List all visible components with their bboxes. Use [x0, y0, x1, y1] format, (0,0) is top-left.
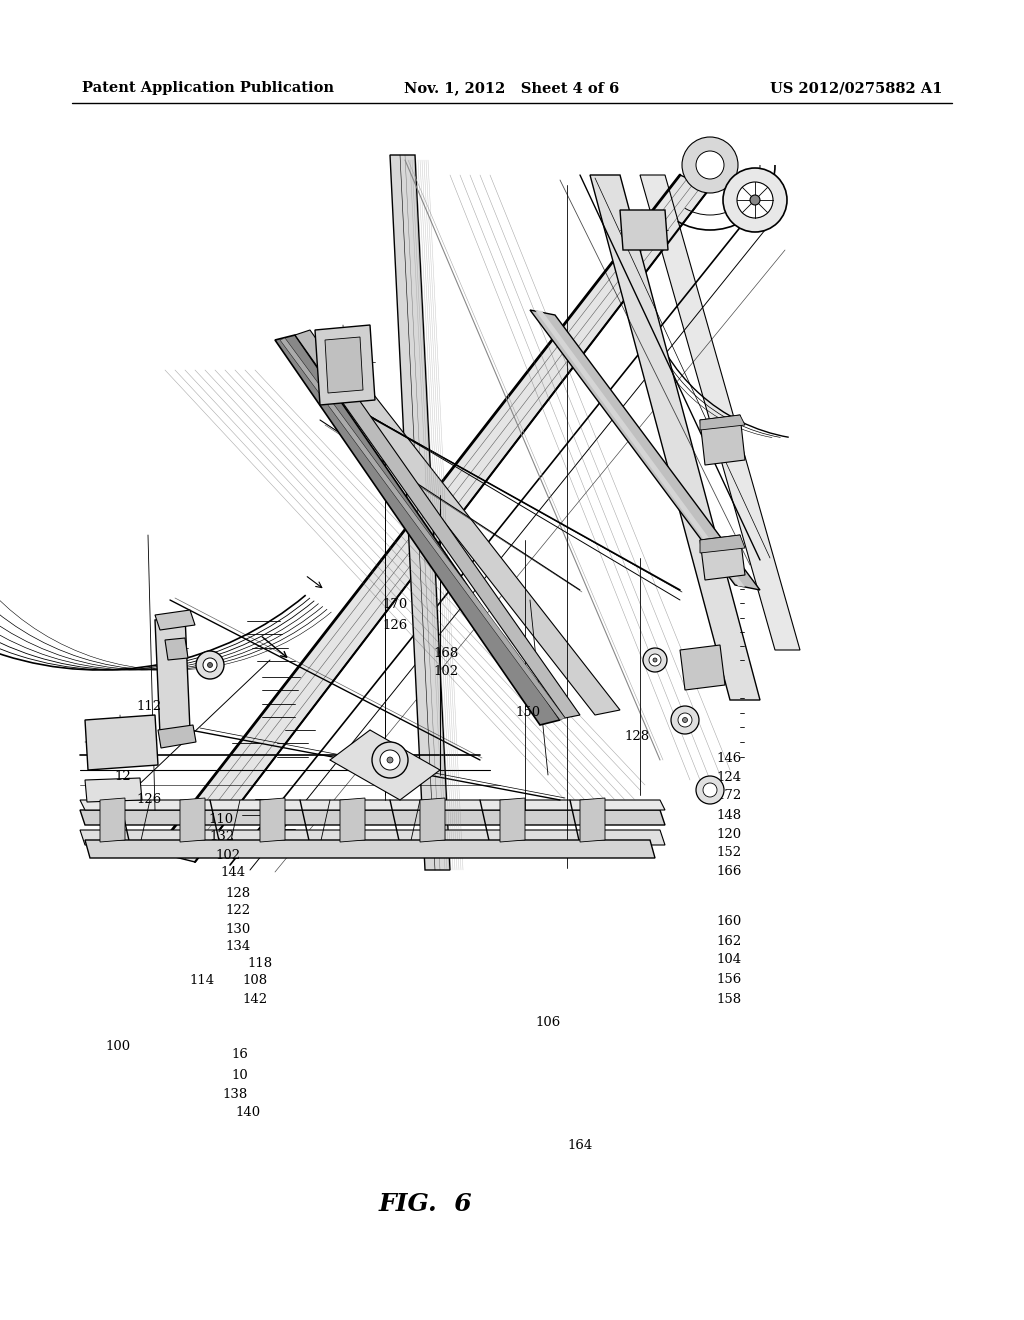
Text: 144: 144: [220, 866, 246, 879]
Text: 148: 148: [717, 809, 742, 822]
Polygon shape: [530, 310, 760, 590]
Circle shape: [196, 651, 224, 678]
Text: 168: 168: [433, 647, 459, 660]
Text: 146: 146: [717, 752, 742, 766]
Text: 16: 16: [231, 1048, 248, 1061]
Polygon shape: [640, 176, 800, 649]
Text: 126: 126: [382, 619, 408, 632]
Circle shape: [703, 783, 717, 797]
Polygon shape: [85, 840, 655, 858]
Polygon shape: [700, 535, 745, 553]
Text: 170: 170: [382, 598, 408, 611]
Text: 118: 118: [248, 957, 273, 970]
Text: Nov. 1, 2012   Sheet 4 of 6: Nov. 1, 2012 Sheet 4 of 6: [404, 81, 620, 95]
Circle shape: [696, 776, 724, 804]
Text: 150: 150: [515, 706, 541, 719]
Text: 138: 138: [222, 1088, 248, 1101]
Polygon shape: [155, 610, 195, 630]
Text: 104: 104: [717, 953, 742, 966]
Polygon shape: [80, 800, 665, 810]
Circle shape: [203, 657, 217, 672]
Text: 100: 100: [105, 1040, 131, 1053]
Polygon shape: [590, 176, 760, 700]
Text: Patent Application Publication: Patent Application Publication: [82, 81, 334, 95]
Text: 110: 110: [209, 813, 234, 826]
Polygon shape: [100, 799, 125, 842]
Text: 124: 124: [717, 771, 742, 784]
Polygon shape: [315, 325, 375, 405]
Circle shape: [682, 137, 738, 193]
Circle shape: [678, 713, 692, 727]
Polygon shape: [180, 799, 205, 842]
Circle shape: [649, 653, 662, 667]
Text: 10: 10: [231, 1069, 248, 1082]
Text: 162: 162: [717, 935, 742, 948]
Polygon shape: [620, 210, 668, 249]
Polygon shape: [80, 830, 665, 845]
Text: FIG.  6: FIG. 6: [378, 1192, 472, 1216]
Text: 152: 152: [717, 846, 742, 859]
Polygon shape: [420, 799, 445, 842]
Polygon shape: [580, 799, 605, 842]
Polygon shape: [158, 725, 196, 748]
Circle shape: [723, 168, 787, 232]
Polygon shape: [330, 730, 440, 800]
Text: 128: 128: [225, 887, 251, 900]
Polygon shape: [390, 154, 450, 870]
Text: 108: 108: [243, 974, 268, 987]
Text: 142: 142: [243, 993, 268, 1006]
Text: 102: 102: [433, 665, 459, 678]
Circle shape: [643, 648, 667, 672]
Text: 132: 132: [210, 830, 236, 843]
Polygon shape: [155, 615, 190, 735]
Polygon shape: [85, 777, 142, 803]
Text: 164: 164: [567, 1139, 593, 1152]
Circle shape: [372, 742, 408, 777]
Circle shape: [750, 195, 760, 205]
Polygon shape: [700, 414, 745, 465]
Text: 158: 158: [717, 993, 742, 1006]
Text: 102: 102: [215, 849, 241, 862]
Polygon shape: [155, 176, 710, 862]
Circle shape: [380, 750, 400, 770]
Polygon shape: [325, 337, 362, 393]
Polygon shape: [535, 310, 745, 587]
Circle shape: [696, 150, 724, 180]
Text: 122: 122: [225, 904, 251, 917]
Circle shape: [683, 718, 687, 722]
Polygon shape: [680, 645, 725, 690]
Text: 12: 12: [115, 770, 131, 783]
Polygon shape: [295, 330, 580, 718]
Text: 112: 112: [136, 700, 162, 713]
Text: 140: 140: [236, 1106, 261, 1119]
Polygon shape: [165, 638, 188, 660]
Text: US 2012/0275882 A1: US 2012/0275882 A1: [769, 81, 942, 95]
Text: 106: 106: [536, 1016, 561, 1030]
Text: 134: 134: [225, 940, 251, 953]
Text: 128: 128: [625, 730, 650, 743]
Text: 120: 120: [717, 828, 742, 841]
Circle shape: [671, 706, 699, 734]
Circle shape: [737, 182, 773, 218]
Text: 166: 166: [717, 865, 742, 878]
Text: 156: 156: [717, 973, 742, 986]
Polygon shape: [85, 715, 158, 770]
Polygon shape: [280, 338, 565, 719]
Polygon shape: [80, 810, 665, 825]
Circle shape: [653, 657, 657, 663]
Text: 114: 114: [189, 974, 215, 987]
Polygon shape: [310, 345, 620, 715]
Text: 160: 160: [717, 915, 742, 928]
Polygon shape: [700, 535, 745, 579]
Circle shape: [208, 663, 213, 668]
Polygon shape: [500, 799, 525, 842]
Text: 172: 172: [717, 789, 742, 803]
Polygon shape: [340, 799, 365, 842]
Text: 130: 130: [225, 923, 251, 936]
Polygon shape: [275, 335, 560, 725]
Polygon shape: [700, 414, 745, 430]
Polygon shape: [260, 799, 285, 842]
Text: 126: 126: [136, 793, 162, 807]
Circle shape: [387, 756, 393, 763]
